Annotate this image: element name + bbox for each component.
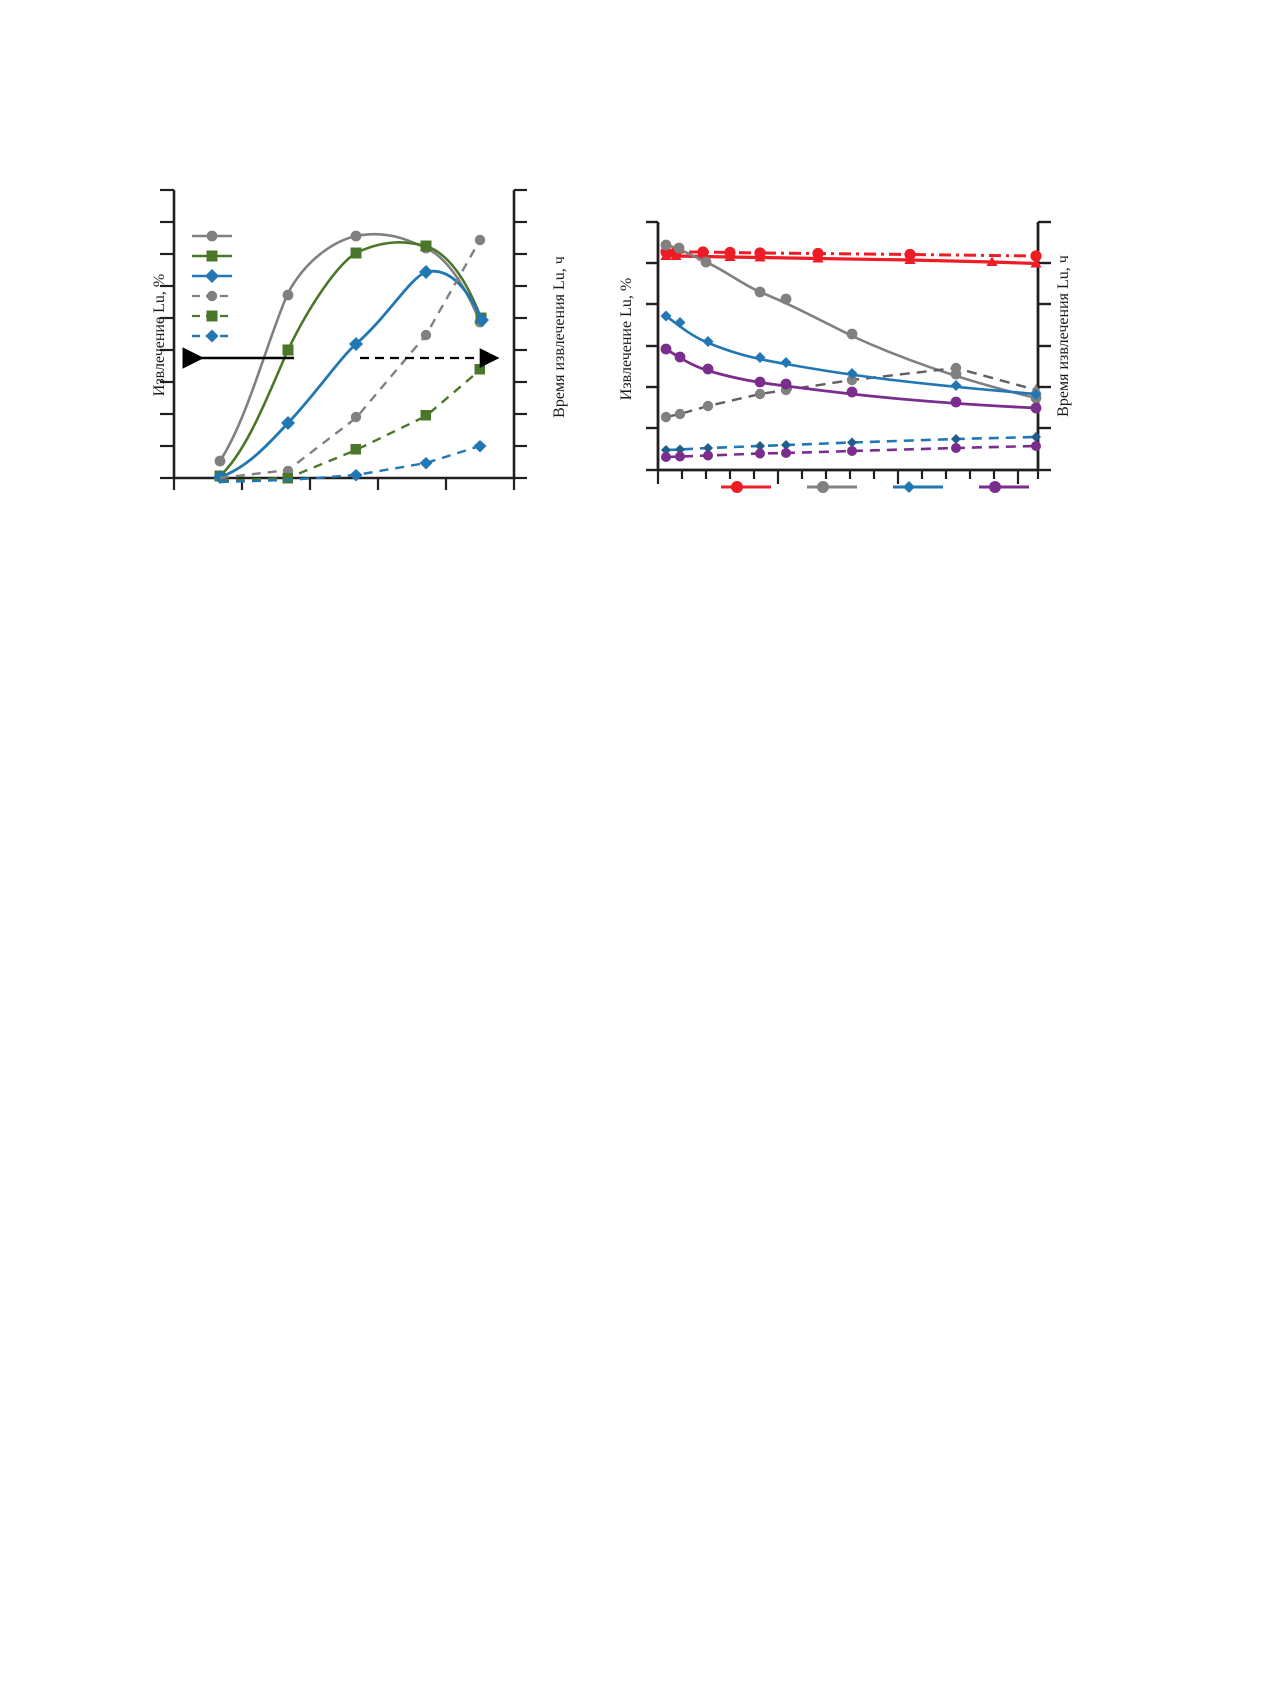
left-chart-series-gray-dashed — [219, 234, 486, 480]
left-chart-y-axis-title: Извлечение Lu, % — [151, 273, 168, 397]
right-chart-legend — [721, 481, 1029, 493]
left-chart-legend — [192, 230, 232, 343]
left-chart-legend-item-green-dashed — [192, 310, 232, 322]
right-chart-series-blue-solid — [660, 310, 1042, 400]
right-chart-series-red-solid — [660, 250, 1042, 268]
left-chart-panel: Извлечение Lu, % Время извлечения Lu, ч — [108, 178, 628, 508]
left-chart-right-axis-ticks — [514, 188, 527, 480]
right-chart-series-blue-dashed — [661, 432, 1041, 455]
right-chart-y-axis-title: Извлечение Lu, % — [618, 277, 635, 401]
right-chart-legend-item-red — [721, 481, 771, 493]
right-chart-series-purple-dashed — [661, 441, 1041, 462]
right-chart-legend-item-blue — [893, 481, 943, 493]
right-chart-right-axis-ticks — [1038, 220, 1051, 472]
right-chart-bottom-axis-ticks — [656, 470, 1040, 484]
right-chart-plot — [646, 220, 1051, 484]
right-chart-legend-item-gray — [807, 481, 857, 493]
right-chart-left-axis-ticks — [646, 220, 658, 472]
left-chart-legend-item-gray-solid — [192, 230, 232, 242]
left-chart-series-blue-solid — [213, 265, 489, 484]
right-chart-y2-axis-title: Время извлечения Lu, ч — [1055, 255, 1072, 417]
left-chart-y2-axis-title: Время извлечения Lu, ч — [551, 256, 568, 418]
left-chart-left-axis-ticks — [160, 188, 174, 480]
left-chart-legend-item-green-solid — [192, 250, 232, 262]
left-chart-legend-item-gray-dashed — [192, 290, 232, 302]
left-chart-plot — [160, 188, 527, 490]
left-chart-series-green-dashed — [219, 364, 485, 484]
left-chart-series-blue-dashed — [219, 440, 487, 484]
right-chart-legend-item-purple — [979, 481, 1029, 493]
left-chart-legend-item-blue-solid — [192, 269, 232, 283]
left-chart-legend-item-blue-dashed — [192, 329, 232, 343]
right-chart-series-purple-solid — [660, 343, 1042, 414]
right-chart-panel: Извлечение Lu, % Время извлечения Lu, ч — [590, 212, 1130, 512]
